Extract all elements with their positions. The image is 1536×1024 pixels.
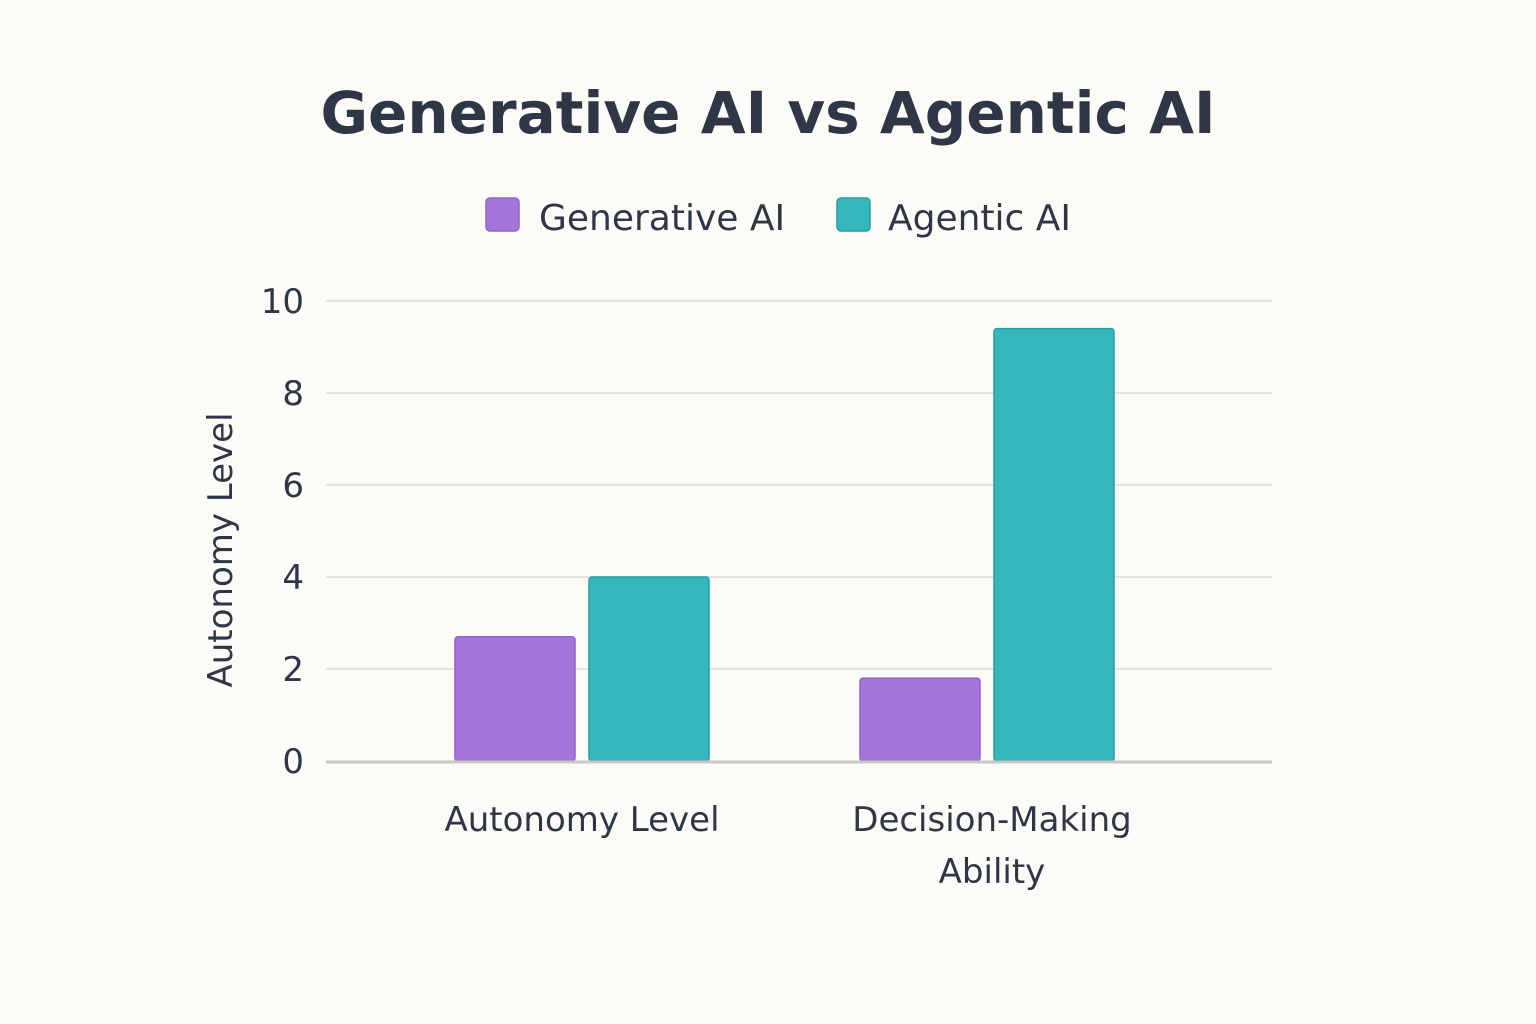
- y-axis-label: Autonomy Level: [201, 412, 241, 687]
- legend: Generative AI Agentic AI: [485, 197, 1071, 239]
- bar-generative-ai: [859, 677, 981, 762]
- y-tick-label: 4: [282, 558, 304, 598]
- legend-label-generative-ai: Generative AI: [539, 198, 785, 239]
- y-tick-label: 8: [282, 374, 304, 414]
- legend-swatch-agentic-ai: [836, 197, 871, 232]
- y-tick-label: 10: [261, 282, 304, 322]
- x-category-label: Decision-Making: [852, 800, 1131, 840]
- bar-agentic-ai: [993, 327, 1115, 762]
- bars: [454, 327, 1115, 762]
- chart-title: Generative AI vs Agentic AI: [320, 79, 1215, 147]
- bar-agentic-ai: [588, 576, 710, 762]
- y-tick-label: 2: [282, 650, 304, 690]
- x-axis-categories: Autonomy Level Decision-Making Ability: [444, 800, 1131, 892]
- gridlines: [326, 300, 1272, 670]
- x-category-label: Autonomy Level: [444, 800, 719, 840]
- x-category-label: Ability: [939, 852, 1046, 892]
- bar-generative-ai: [454, 636, 576, 762]
- legend-swatch-generative-ai: [485, 197, 520, 232]
- legend-label-agentic-ai: Agentic AI: [888, 198, 1071, 239]
- y-tick-label: 6: [282, 466, 304, 506]
- y-tick-label: 0: [282, 742, 304, 782]
- y-axis-ticks: 0 2 4 6 8 10: [261, 282, 304, 782]
